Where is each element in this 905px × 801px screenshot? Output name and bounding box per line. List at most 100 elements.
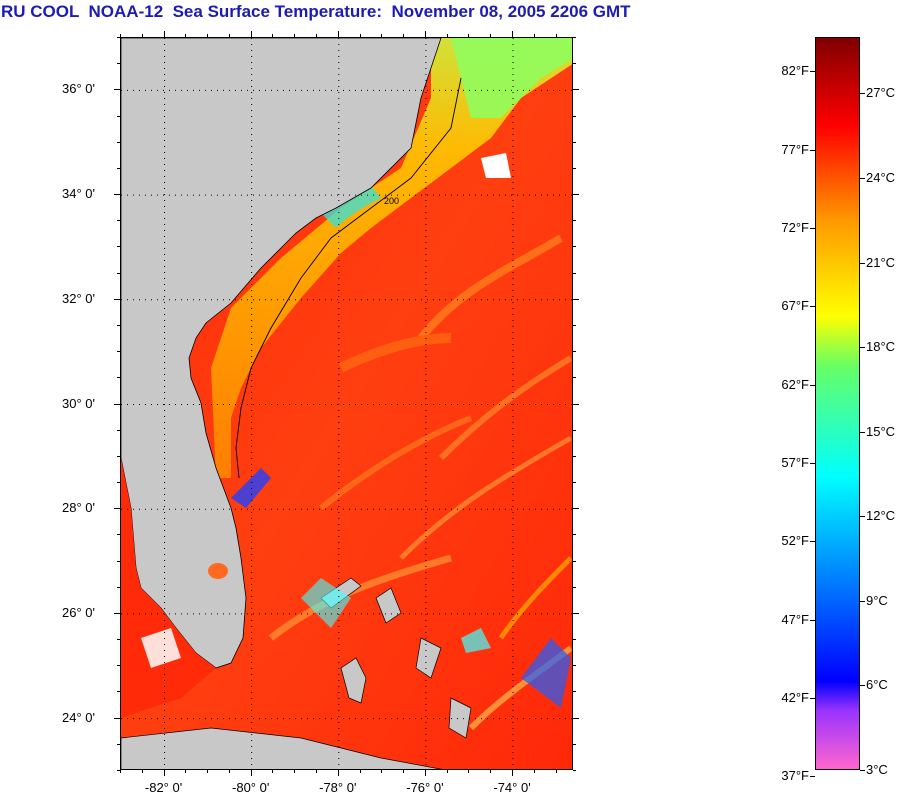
latitude-minor-tick [117,246,120,248]
fahrenheit-tick [810,384,815,386]
longitude-tick [512,770,514,776]
latitude-minor-tick [573,691,576,693]
latitude-minor-tick [117,115,120,117]
longitude-minor-tick [294,34,296,37]
latitude-label: 26° 0' [62,604,95,620]
cloud-artifacts [141,153,571,708]
fahrenheit-label: 42°F [781,689,809,705]
fahrenheit-label: 37°F [781,768,809,784]
celsius-tick [860,177,865,179]
longitude-tick [163,770,165,776]
latitude-minor-tick [117,717,120,719]
celsius-tick [860,93,865,95]
cuba-landmass [121,727,443,769]
longitude-minor-tick [120,770,121,773]
longitude-tick [424,770,426,776]
longitude-minor-tick [468,770,470,773]
cool-northern-shelf-patch [451,38,572,118]
latitude-tick [573,298,579,300]
longitude-minor-tick [163,770,165,773]
longitude-minor-tick [250,34,252,37]
longitude-minor-tick [381,770,383,773]
longitude-minor-tick [316,770,317,773]
celsius-tick [860,262,865,264]
latitude-minor-tick [573,377,576,379]
latitude-label: 30° 0' [62,395,95,411]
lake-okeechobee [208,563,228,579]
longitude-minor-tick [490,770,492,773]
latitude-tick [573,403,579,405]
latitude-minor-tick [573,37,576,38]
latitude-minor-tick [573,351,576,353]
latitude-minor-tick [573,612,576,614]
latitude-minor-tick [117,534,120,536]
longitude-minor-tick [555,770,557,773]
latitude-minor-tick [573,770,576,771]
longitude-minor-tick [294,770,296,773]
latitude-minor-tick [117,429,120,431]
celsius-label: 9°C [866,592,888,608]
fahrenheit-tick [810,776,815,778]
longitude-minor-tick [381,34,383,37]
longitude-minor-tick [120,34,121,37]
latitude-minor-tick [117,586,120,588]
latitude-minor-tick [573,272,576,274]
latitude-minor-tick [117,639,120,641]
temperature-colorbar [815,37,860,770]
celsius-tick [860,516,865,518]
celsius-label: 3°C [866,762,888,777]
latitude-minor-tick [573,167,576,169]
celsius-label: 18°C [866,339,896,355]
latitude-minor-tick [573,665,576,667]
celsius-tick [860,347,865,349]
longitude-minor-tick [250,770,252,773]
latitude-minor-tick [117,89,120,91]
latitude-minor-tick [573,639,576,641]
latitude-minor-tick [117,691,120,693]
longitude-minor-tick [424,34,426,37]
latitude-minor-tick [573,246,576,248]
latitude-tick [573,717,579,719]
longitude-minor-tick [141,770,143,773]
longitude-minor-tick [359,770,361,773]
latitude-minor-tick [573,717,576,719]
longitude-minor-tick [141,34,143,37]
latitude-minor-tick [573,298,576,300]
celsius-tick [860,770,865,771]
longitude-label: -78° 0' [319,780,357,795]
latitude-minor-tick [117,770,120,771]
gulf-water [121,458,216,718]
longitude-minor-tick [316,34,317,37]
celsius-tick [860,685,865,687]
fahrenheit-tick [810,463,815,465]
latitude-tick [573,508,579,510]
latitude-minor-tick [573,220,576,222]
longitude-minor-tick [185,770,187,773]
latitude-label: 34° 0' [62,186,95,202]
celsius-label: 15°C [866,423,896,439]
longitude-minor-tick [403,770,405,773]
latitude-label: 32° 0' [62,290,95,306]
longitude-minor-tick [185,34,187,37]
celsius-label: 12°C [866,508,896,524]
fahrenheit-tick [810,71,815,73]
latitude-minor-tick [117,455,120,457]
latitude-minor-tick [573,455,576,457]
fahrenheit-label: 62°F [781,376,809,392]
longitude-minor-tick [512,34,514,37]
latitude-tick [573,89,579,91]
fahrenheit-label: 77°F [781,141,809,157]
latitude-minor-tick [573,194,576,196]
longitude-minor-tick [555,34,557,37]
longitude-minor-tick [533,770,535,773]
longitude-minor-tick [359,34,361,37]
latitude-minor-tick [573,324,576,326]
latitude-minor-tick [117,612,120,614]
celsius-label: 6°C [866,677,888,693]
longitude-label: -76° 0' [406,780,444,795]
latitude-minor-tick [117,167,120,169]
latitude-minor-tick [573,403,576,405]
celsius-label: 24°C [866,169,896,185]
longitude-minor-tick [272,34,274,37]
latitude-minor-tick [573,429,576,431]
